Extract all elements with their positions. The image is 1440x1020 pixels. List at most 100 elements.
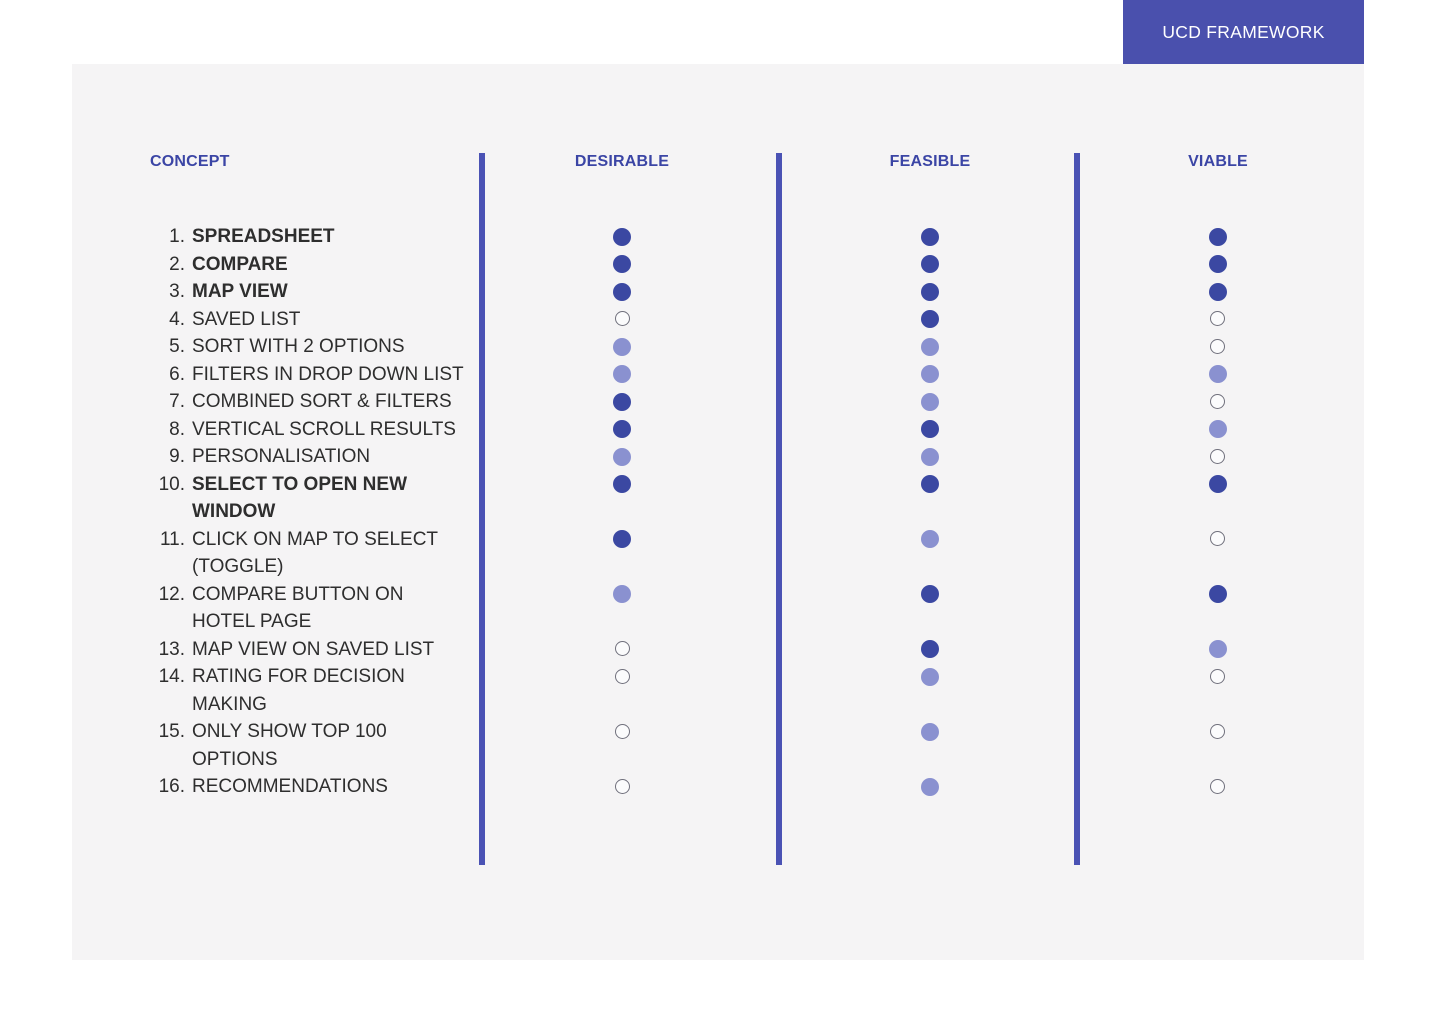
concept-label: SELECT TO OPEN NEW WINDOW: [192, 473, 408, 523]
rating-dot: [1208, 585, 1227, 603]
rating-dot: [1208, 255, 1227, 273]
rating-viable: [1077, 306, 1364, 326]
rating-dot: [1210, 338, 1225, 354]
concept-row: 14. RATING FOR DECISION MAKING: [72, 663, 1364, 718]
rating-dot: [614, 668, 630, 684]
rating-feasible: [778, 663, 1077, 686]
rating-viable: [1077, 663, 1364, 684]
rating-dot: [613, 585, 631, 603]
concept-label: SAVED LIST: [192, 308, 301, 330]
concept-row: 11. CLICK ON MAP TO SELECT (TOGGLE): [72, 526, 1364, 581]
column-header-viable: VIABLE: [1188, 153, 1248, 170]
rating-dot: [920, 255, 939, 273]
concept-label: SORT WITH 2 OPTIONS: [192, 336, 405, 357]
rating-dot: [613, 282, 631, 301]
rating-dot: [613, 530, 631, 548]
rating-desirable: [480, 361, 778, 383]
rating-dot: [1210, 311, 1225, 326]
concept-row: 5. SORT WITH 2 OPTIONS: [72, 333, 1364, 361]
banner-title: UCD FRAMEWORK: [1162, 21, 1325, 42]
rows: 1. SPREADSHEET 2. COMPARE 3. MAP VIEW 4.…: [72, 223, 1364, 801]
concept-label: FILTERS IN DROP DOWN LIST: [192, 363, 464, 385]
rating-viable: [1077, 388, 1364, 409]
rating-dot: [613, 227, 631, 246]
concept-row: 1. SPREADSHEET: [72, 223, 1364, 251]
rating-feasible: [778, 223, 1077, 246]
rating-feasible: [778, 361, 1077, 383]
rating-viable: [1077, 278, 1364, 301]
rating-dot: [1210, 393, 1225, 409]
rating-desirable: [480, 278, 778, 301]
rating-dot: [920, 310, 939, 328]
concept-row: 15. ONLY SHOW TOP 100 OPTIONS: [72, 718, 1364, 773]
row-number: 4.: [169, 308, 185, 330]
rating-dot: [1210, 668, 1225, 684]
rating-desirable: [480, 718, 778, 739]
row-number: 15.: [158, 721, 185, 742]
row-number: 3.: [169, 281, 185, 302]
concept-row: 2. COMPARE: [72, 251, 1364, 279]
rating-desirable: [480, 636, 778, 656]
rating-desirable: [480, 526, 778, 548]
concept-label: PERSONALISATION: [192, 446, 371, 467]
rating-dot: [1210, 531, 1225, 546]
rating-desirable: [480, 663, 778, 684]
rating-desirable: [480, 416, 778, 438]
row-number: 7.: [169, 391, 185, 412]
rating-dot: [613, 365, 631, 383]
row-number: 9.: [169, 446, 185, 467]
rating-dot: [1208, 227, 1227, 246]
concept-label: MAP VIEW ON SAVED LIST: [192, 638, 435, 660]
rating-viable: [1077, 773, 1364, 794]
concept-row: 8. VERTICAL SCROLL RESULTS: [72, 416, 1364, 444]
column-header-feasible: FEASIBLE: [889, 153, 971, 170]
rating-desirable: [480, 388, 778, 411]
rating-dot: [920, 530, 939, 548]
row-number: 10.: [158, 473, 185, 495]
rating-desirable: [480, 581, 778, 603]
rating-desirable: [480, 251, 778, 273]
rating-dot: [1208, 420, 1227, 438]
rating-viable: [1077, 416, 1364, 438]
rating-dot: [613, 392, 631, 411]
column-divider: [1074, 153, 1080, 865]
title-banner: UCD FRAMEWORK: [1123, 0, 1364, 64]
rating-dot: [614, 723, 630, 739]
rating-dot: [1210, 448, 1225, 464]
concept-row: 6. FILTERS IN DROP DOWN LIST: [72, 361, 1364, 389]
rating-viable: [1077, 581, 1364, 603]
concept-row: 9. PERSONALISATION: [72, 443, 1364, 471]
rating-dot: [920, 337, 939, 356]
rating-dot: [920, 282, 939, 301]
rating-dot: [920, 667, 939, 686]
concept-label: CLICK ON MAP TO SELECT (TOGGLE): [192, 528, 439, 578]
row-number: 2.: [169, 253, 185, 275]
concept-label: COMBINED SORT & FILTERS: [192, 391, 452, 412]
rating-dot: [614, 778, 630, 794]
rating-feasible: [778, 251, 1077, 273]
column-header-concept: CONCEPT: [150, 153, 230, 170]
row-number: 1.: [169, 226, 185, 247]
rating-viable: [1077, 251, 1364, 273]
rating-dot: [614, 641, 630, 656]
rating-feasible: [778, 306, 1077, 328]
rating-feasible: [778, 333, 1077, 356]
row-number: 16.: [158, 776, 185, 797]
rating-feasible: [778, 278, 1077, 301]
rating-dot: [920, 585, 939, 603]
concept-row: 4. SAVED LIST: [72, 306, 1364, 334]
rating-feasible: [778, 443, 1077, 466]
row-number: 5.: [169, 336, 185, 357]
rating-feasible: [778, 471, 1077, 493]
rating-dot: [1208, 475, 1227, 493]
rating-dot: [1208, 365, 1227, 383]
rating-dot: [1208, 282, 1227, 301]
rating-dot: [920, 722, 939, 741]
concept-label: RECOMMENDATIONS: [192, 776, 388, 797]
rating-viable: [1077, 526, 1364, 546]
concept-label: SPREADSHEET: [192, 226, 335, 247]
concept-row: 3. MAP VIEW: [72, 278, 1364, 306]
rating-desirable: [480, 223, 778, 246]
rating-dot: [920, 777, 939, 796]
